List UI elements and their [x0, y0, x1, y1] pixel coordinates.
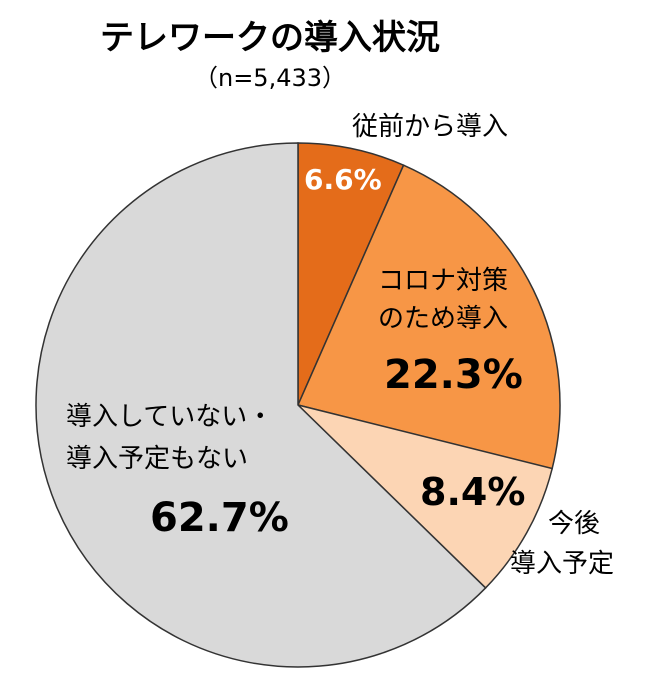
slice-label-3a: 導入していない・ — [66, 402, 274, 432]
pie-slice-3 — [35, 142, 487, 668]
chart-title: テレワークの導入状況 — [100, 18, 440, 58]
slice-label-2a: 今後 — [548, 509, 601, 539]
pie-slice-0 — [297, 142, 405, 406]
slice-label-2b: 導入予定 — [510, 549, 615, 579]
slice-value-1: 22.3% — [384, 352, 523, 398]
pie-slice-1 — [296, 164, 561, 470]
chart-subtitle: （n=5,433） — [193, 64, 347, 92]
slice-label-1b: のため導入 — [378, 304, 509, 334]
slice-label-1a: コロナ対策 — [378, 266, 509, 296]
slice-value-2: 8.4% — [420, 470, 526, 514]
slice-label-0: 従前から導入 — [352, 112, 509, 142]
slice-label-3b: 導入予定もない — [66, 444, 249, 474]
slice-value-3: 62.7% — [150, 495, 289, 541]
slice-value-0: 6.6% — [304, 163, 382, 196]
pie-slice-2 — [295, 403, 554, 589]
